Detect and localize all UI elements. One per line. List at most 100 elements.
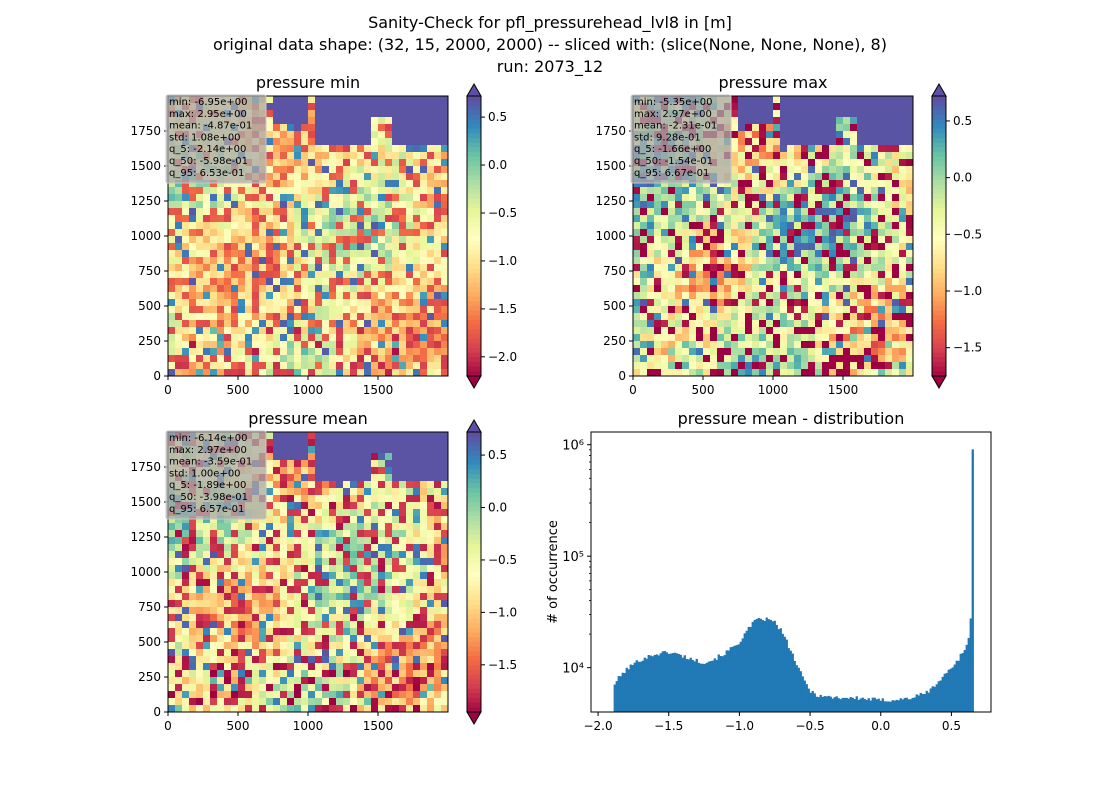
heatmap-cell: [238, 635, 246, 643]
heatmap-cell: [808, 152, 816, 160]
heatmap-cell: [364, 649, 372, 657]
heatmap-cell: [301, 306, 309, 314]
heatmap-cell: [787, 222, 795, 230]
heatmap-cell: [273, 432, 281, 440]
heatmap-cell: [168, 600, 176, 608]
heatmap-cell: [301, 313, 309, 321]
heatmap-cell: [189, 677, 197, 685]
heatmap-cell: [752, 180, 760, 188]
heatmap-cell: [273, 145, 281, 153]
heatmap-cell: [843, 208, 851, 216]
heatmap-cell: [406, 453, 414, 461]
heatmap-cell: [427, 215, 435, 223]
heatmap-cell: [308, 684, 316, 692]
heatmap-cell: [182, 607, 190, 615]
heatmap-cell: [329, 313, 337, 321]
heatmap-cell: [343, 677, 351, 685]
heatmap-cell: [675, 271, 683, 279]
heatmap-cell: [280, 348, 288, 356]
heatmap-cell: [378, 208, 386, 216]
heatmap-cell: [441, 173, 449, 181]
heatmap-cell: [766, 187, 774, 195]
heatmap-cell: [210, 243, 218, 251]
heatmap-cell: [336, 341, 344, 349]
heatmap-cell: [280, 341, 288, 349]
heatmap-cell: [885, 348, 893, 356]
heatmap-cell: [420, 677, 428, 685]
heatmap-cell: [724, 369, 732, 377]
heatmap-cell: [371, 208, 379, 216]
heatmap-cell: [399, 334, 407, 342]
heatmap-cell: [238, 341, 246, 349]
heatmap-cell: [406, 495, 414, 503]
heatmap-cell: [357, 446, 365, 454]
heatmap-cell: [808, 117, 816, 125]
heatmap-cell: [364, 558, 372, 566]
heatmap-cell: [350, 439, 358, 447]
heatmap-cell: [885, 124, 893, 132]
heatmap-cell: [266, 278, 274, 286]
heatmap-cell: [273, 523, 281, 531]
heatmap-cell: [843, 355, 851, 363]
colorbar-segment: [467, 338, 481, 344]
heatmap-cell: [399, 320, 407, 328]
heatmap-cell: [668, 194, 676, 202]
heatmap-cell: [378, 572, 386, 580]
heatmap-cell: [906, 208, 914, 216]
heatmap-cell: [350, 117, 358, 125]
heatmap-cell: [640, 180, 648, 188]
heatmap-cell: [392, 537, 400, 545]
heatmap-cell: [224, 313, 232, 321]
heatmap-cell: [266, 537, 274, 545]
heatmap-cell: [371, 348, 379, 356]
heatmap-cell: [399, 110, 407, 118]
heatmap-cell: [801, 124, 809, 132]
heatmap-cell: [336, 96, 344, 104]
heatmap-cell: [336, 474, 344, 482]
heatmap-cell: [336, 628, 344, 636]
heatmap-cell: [661, 236, 669, 244]
heatmap-cell: [315, 208, 323, 216]
heatmap-cell: [217, 313, 225, 321]
heatmap-cell: [238, 208, 246, 216]
heatmap-cell: [350, 243, 358, 251]
heatmap-cell: [210, 257, 218, 265]
heatmap-cell: [189, 229, 197, 237]
heatmap-cell: [731, 201, 739, 209]
heatmap-cell: [885, 222, 893, 230]
heatmap-cell: [441, 460, 449, 468]
heatmap-cell: [294, 530, 302, 538]
heatmap-cell: [406, 208, 414, 216]
heatmap-cell: [329, 621, 337, 629]
heatmap-cell: [815, 131, 823, 139]
heatmap-cell: [640, 362, 648, 370]
heatmap-cell: [745, 110, 753, 118]
heatmap-cell: [231, 236, 239, 244]
heatmap-cell: [343, 292, 351, 300]
heatmap-cell: [822, 201, 830, 209]
heatmap-cell: [420, 229, 428, 237]
heatmap-cell: [385, 460, 393, 468]
heatmap-cell: [301, 579, 309, 587]
heatmap-cell: [294, 348, 302, 356]
heatmap-cell: [350, 635, 358, 643]
heatmap-cell: [731, 152, 739, 160]
heatmap-cell: [413, 663, 421, 671]
heatmap-cell: [336, 523, 344, 531]
heatmap-cell: [682, 201, 690, 209]
heatmap-cell: [322, 551, 330, 559]
y-tick-label: 1750: [595, 124, 626, 138]
heatmap-cell: [661, 362, 669, 370]
heatmap-cell: [364, 96, 372, 104]
heatmap-cell: [364, 138, 372, 146]
heatmap-cell: [329, 509, 337, 517]
heatmap-cell: [245, 348, 253, 356]
heatmap-cell: [350, 670, 358, 678]
heatmap-cell: [885, 285, 893, 293]
heatmap-cell: [899, 208, 907, 216]
heatmap-cell: [710, 369, 718, 377]
heatmap-cell: [315, 243, 323, 251]
heatmap-cell: [906, 124, 914, 132]
heatmap-cell: [252, 194, 260, 202]
heatmap-cell: [371, 173, 379, 181]
